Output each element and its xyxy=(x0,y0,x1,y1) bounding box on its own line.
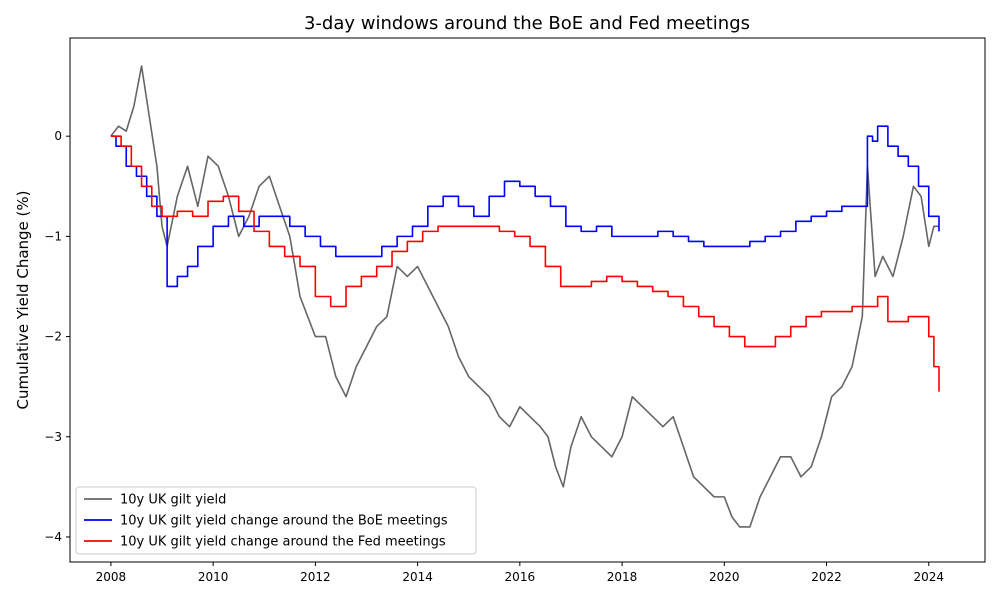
series-line-3 xyxy=(110,135,940,392)
y-axis: 0 −1 −2 −3 −4 xyxy=(44,129,70,544)
x-tick-label: 2008 xyxy=(96,570,127,584)
x-tick-label: 2016 xyxy=(505,570,536,584)
chart-title: 3-day windows around the BoE and Fed mee… xyxy=(304,13,750,34)
x-axis: 2008 2010 2012 2014 2016 2018 2020 2022 2024 xyxy=(96,562,944,584)
x-tick-label: 2014 xyxy=(402,570,433,584)
legend: 10y UK gilt yield 10y UK gilt yield chang… xyxy=(75,486,477,555)
x-tick-label: 2010 xyxy=(198,570,229,584)
series-layer xyxy=(110,65,940,528)
y-tick-label: −4 xyxy=(44,530,62,544)
x-tick-label: 2024 xyxy=(913,570,944,584)
y-tick-label: −3 xyxy=(44,430,62,444)
plot-area xyxy=(69,37,986,563)
plot-frame xyxy=(69,37,986,563)
y-tick-label: −2 xyxy=(44,330,62,344)
y-tick-label: 0 xyxy=(54,129,62,143)
y-axis-label: Cumulative Yield Change (%) xyxy=(14,190,32,409)
y-tick-label: −1 xyxy=(44,229,62,243)
x-tick-label: 2020 xyxy=(709,570,740,584)
legend-label-1: 10y UK gilt yield xyxy=(120,493,226,508)
legend-box xyxy=(75,486,477,555)
x-tick-label: 2012 xyxy=(300,570,331,584)
legend-label-3: 10y UK gilt yield change around the Fed … xyxy=(120,535,446,550)
series-line-1 xyxy=(110,65,939,528)
x-tick-label: 2018 xyxy=(607,570,638,584)
x-tick-label: 2022 xyxy=(811,570,842,584)
legend-label-2: 10y UK gilt yield change around the BoE … xyxy=(120,514,448,529)
series-line-2 xyxy=(110,125,940,288)
